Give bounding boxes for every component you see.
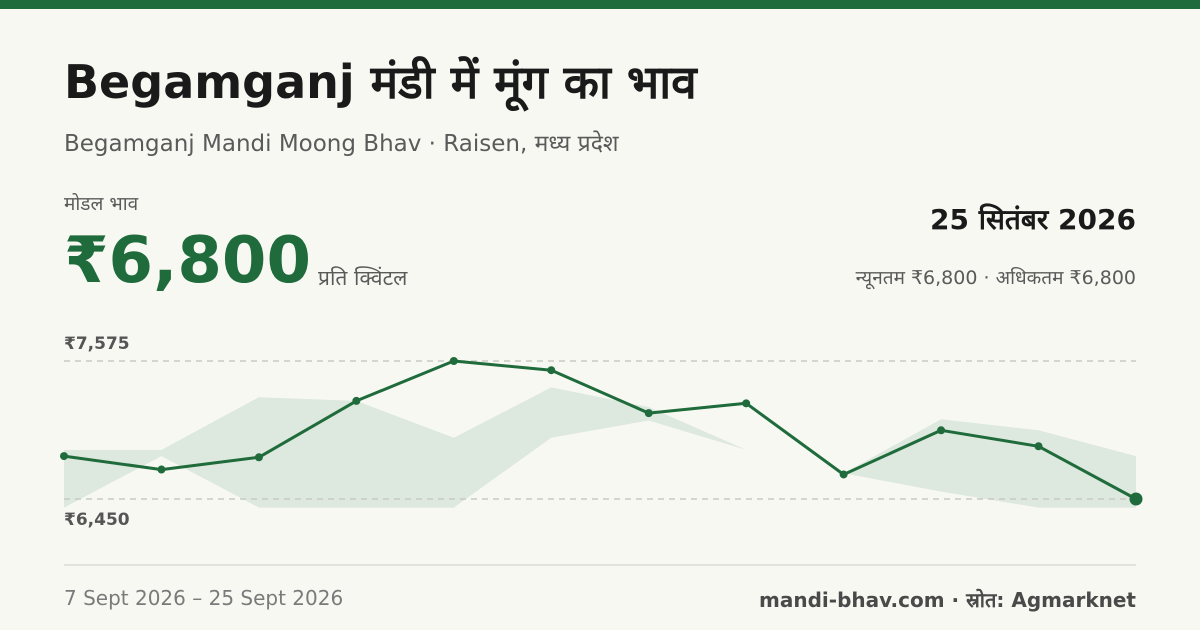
top-accent-bar (0, 0, 1200, 9)
date-range-footer: 7 Sept 2026 – 25 Sept 2026 (64, 586, 344, 610)
price-point (60, 452, 68, 461)
modal-price-label: मोडल भाव (64, 193, 139, 215)
price-point (937, 426, 946, 435)
price-point (254, 453, 263, 462)
page-title: Begamganj मंडी में मूंग का भाव (64, 55, 697, 109)
price-point (742, 399, 751, 408)
price-point (157, 465, 166, 474)
footer-divider (64, 564, 1136, 566)
price-unit: प्रति क्विंटल (318, 266, 408, 290)
price-point (644, 409, 653, 418)
price-point (449, 357, 458, 365)
price-line (62, 359, 1138, 501)
modal-price-value: ₹6,800 (64, 224, 311, 298)
y-min-tick-label: ₹6,450 (64, 510, 130, 530)
price-point (352, 396, 361, 405)
price-point (547, 366, 556, 375)
price-point (1034, 442, 1043, 451)
price-point (839, 470, 848, 479)
min-max-range: न्यूनतम ₹6,800 · अधिकतम ₹6,800 (855, 267, 1136, 289)
price-chart (60, 357, 1143, 508)
source-credit: mandi-bhav.com · स्रोत: Agmarknet (759, 588, 1136, 612)
latest-price-point (1129, 492, 1143, 506)
price-date: 25 सितंबर 2026 (930, 203, 1136, 236)
min-max-band (64, 387, 1136, 508)
page-subtitle: Begamganj Mandi Moong Bhav · Raisen, मध्… (64, 131, 619, 157)
y-max-tick-label: ₹7,575 (64, 334, 130, 354)
